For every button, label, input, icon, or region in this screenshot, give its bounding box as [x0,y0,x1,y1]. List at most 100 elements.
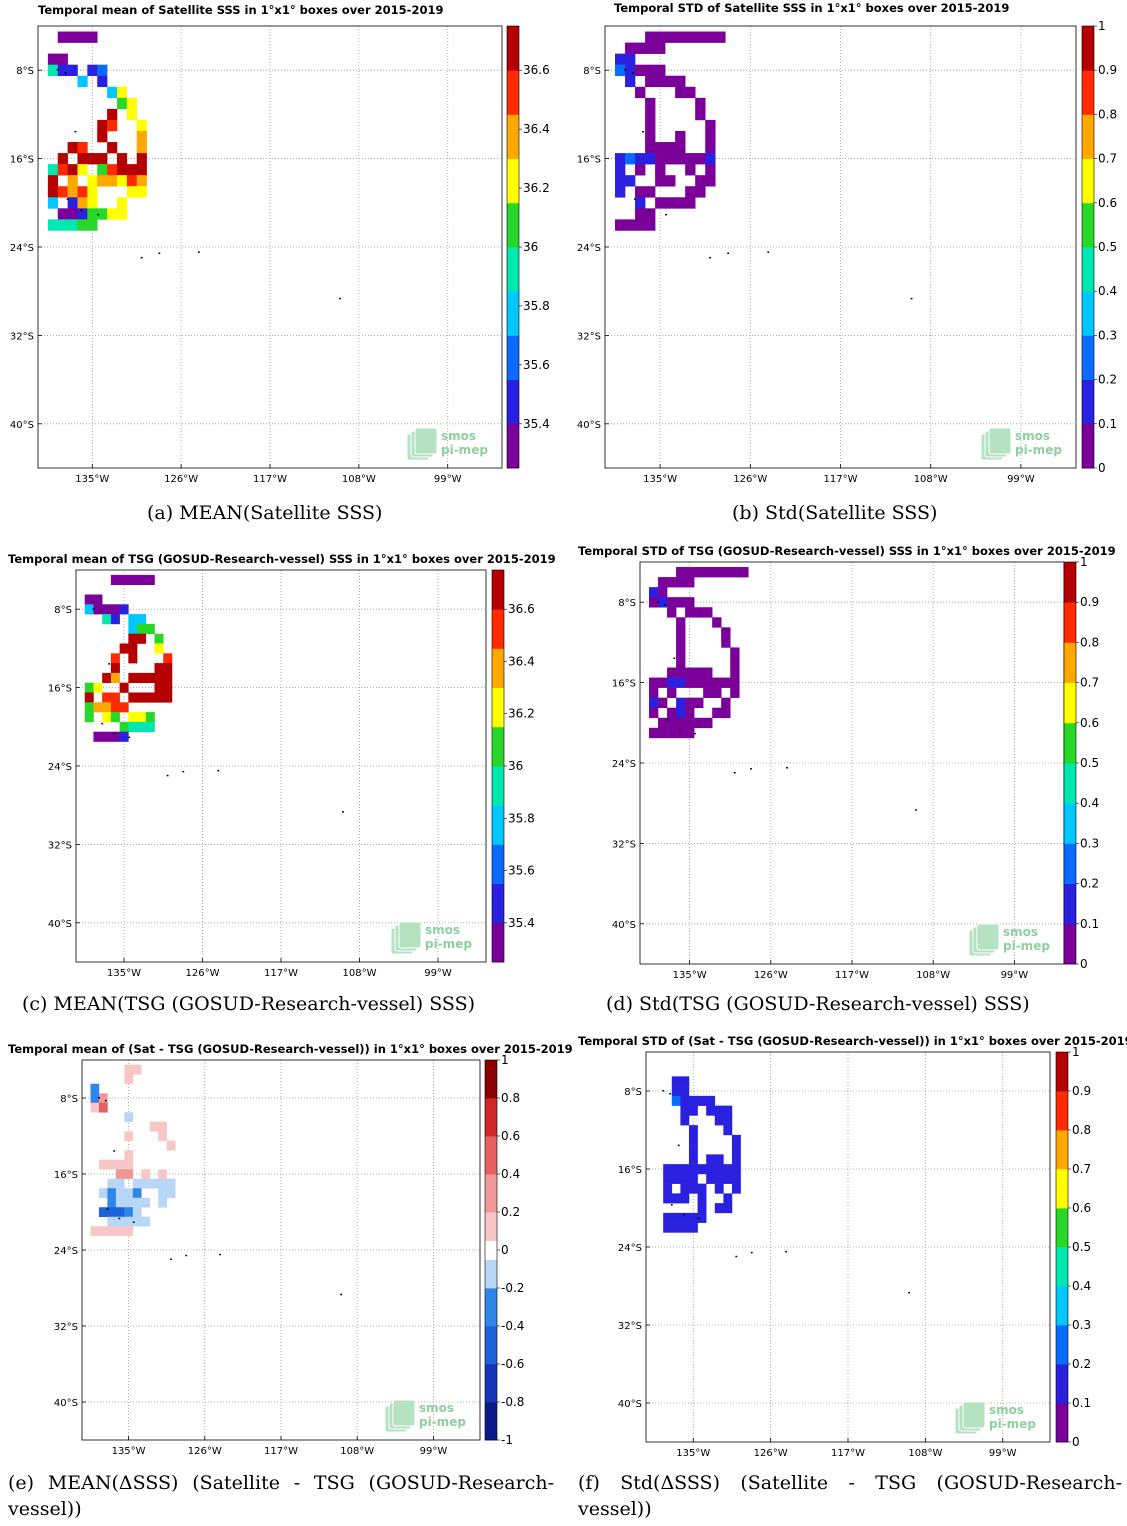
heatmap-cell [615,175,626,187]
heatmap-cell [625,42,636,54]
panel-c-tsg-mean: Temporal mean of TSG (GOSUD-Research-ves… [0,490,563,979]
x-tick-label: 117°W [264,1446,298,1457]
island-dot [170,1258,172,1261]
heatmap-cell [625,75,636,88]
heatmap-cell [158,1197,167,1208]
heatmap-cell [731,1164,741,1175]
heatmap-cell [97,153,108,165]
colorbar-segment [1082,247,1094,292]
heatmap-cell [676,707,686,719]
heatmap-cell [723,1105,733,1116]
y-tick-label: 40°S [577,420,601,431]
x-tick-label: 117°W [253,474,287,485]
colorbar-tick-label: 35.6 [508,864,535,878]
heatmap-cell [107,108,118,121]
chart-title: Temporal STD of Satellite SSS in 1°x1° b… [614,1,1009,15]
heatmap-cell [128,623,138,634]
heatmap-cell [685,707,695,719]
heatmap-cell [688,1183,698,1194]
island-dot [182,770,185,773]
island-dot [158,252,161,255]
x-tick-label: 126°W [733,474,767,485]
heatmap-cell [136,175,147,187]
colorbar-tick-label: 0.3 [1098,328,1117,342]
colorbar-tick-label: 0.9 [1098,63,1117,77]
heatmap-cell [680,1105,690,1116]
y-tick-label: 16°S [54,1170,78,1181]
heatmap-cell [110,712,120,723]
colorbar-tick-label: 0.2 [501,1205,520,1219]
heatmap-cell [671,1164,681,1175]
heatmap-cell [90,1083,100,1094]
heatmap-cell [119,682,129,693]
heatmap-cell [712,567,722,578]
heatmap-cell [107,119,118,132]
x-tick-label: 117°W [835,970,869,981]
y-tick-label: 32°S [10,331,34,342]
panel-svg: Temporal mean of Satellite SSS in 1°x1° … [10,3,550,485]
y-tick-label: 40°S [48,919,72,930]
y-tick-label: 16°S [577,155,601,166]
heatmap-cell [145,623,155,634]
heatmap-cell [110,702,120,713]
heatmap-cell [667,667,677,678]
island-dot [166,774,169,777]
heatmap-cell [680,1193,690,1204]
heatmap-cell [87,219,98,231]
heatmap-cell [663,1183,673,1194]
heatmap-cell [655,164,666,176]
x-tick-label: 108°W [914,474,948,485]
heatmap-cell [663,1222,673,1233]
heatmap-cell [625,53,636,65]
heatmap-cell [676,637,686,648]
heatmap-cell [158,1169,167,1180]
colorbar: 1 0.9 0.8 0.7 0.6 0.5 0.4 0.3 0.2 0.1 0 [1063,555,1099,971]
heatmap-cell [667,577,677,588]
heatmap-cell [685,607,695,618]
panel-svg: Temporal STD of TSG (GOSUD-Research-vess… [578,544,1116,981]
heatmap-cell [685,727,695,739]
heatmap-cell [87,208,98,220]
colorbar-tick-label: 0.4 [501,1167,520,1181]
heatmap-cell [124,1112,134,1123]
heatmap-cell [97,130,108,143]
heatmap-cell [635,197,646,209]
heatmap-cell [665,175,676,187]
colorbar-segment [1082,202,1094,248]
colorbar-segment [1064,602,1076,643]
heatmap-cell [625,175,636,187]
x-tick-label: 117°W [264,968,298,979]
x-tick-label: 99°W [1001,970,1029,981]
colorbar-segment [1056,1208,1068,1248]
y-tick-label: 24°S [577,243,601,254]
heatmap-cell [695,31,706,43]
colorbar-segment [485,1212,497,1241]
island-dot [662,1090,665,1092]
heatmap-cell [87,153,98,165]
heatmap-cell [67,219,78,231]
heatmap-cell [107,175,118,187]
island-dot [97,213,100,216]
heatmap-cell [665,142,676,154]
heatmap-cell [645,75,656,88]
heatmap-cell [714,1164,724,1175]
colorbar-segment [485,1288,497,1327]
heatmap-cell [116,197,128,209]
heatmap-cell [97,164,108,176]
heatmap-cell [98,1093,108,1104]
heatmap-cell [93,594,103,605]
colorbar-segment [1064,562,1076,603]
x-tick-label: 135°W [112,1446,146,1457]
heatmap-cell [715,31,726,43]
heatmap-cell [136,164,147,176]
caption-c: (c) MEAN(TSG (GOSUD-Research-vessel) SSS… [22,993,475,1015]
heatmap-cell [128,633,138,644]
x-tick-label: 108°W [340,1446,374,1457]
colorbar-segment [485,1174,497,1213]
island-dot [197,251,200,253]
colorbar-tick-label: 0.6 [1080,716,1099,730]
colorbar-tick-label: 0 [1080,957,1088,971]
island-dot [657,601,659,603]
heatmap-cell [688,1154,698,1165]
heatmap-cell [124,1150,134,1161]
